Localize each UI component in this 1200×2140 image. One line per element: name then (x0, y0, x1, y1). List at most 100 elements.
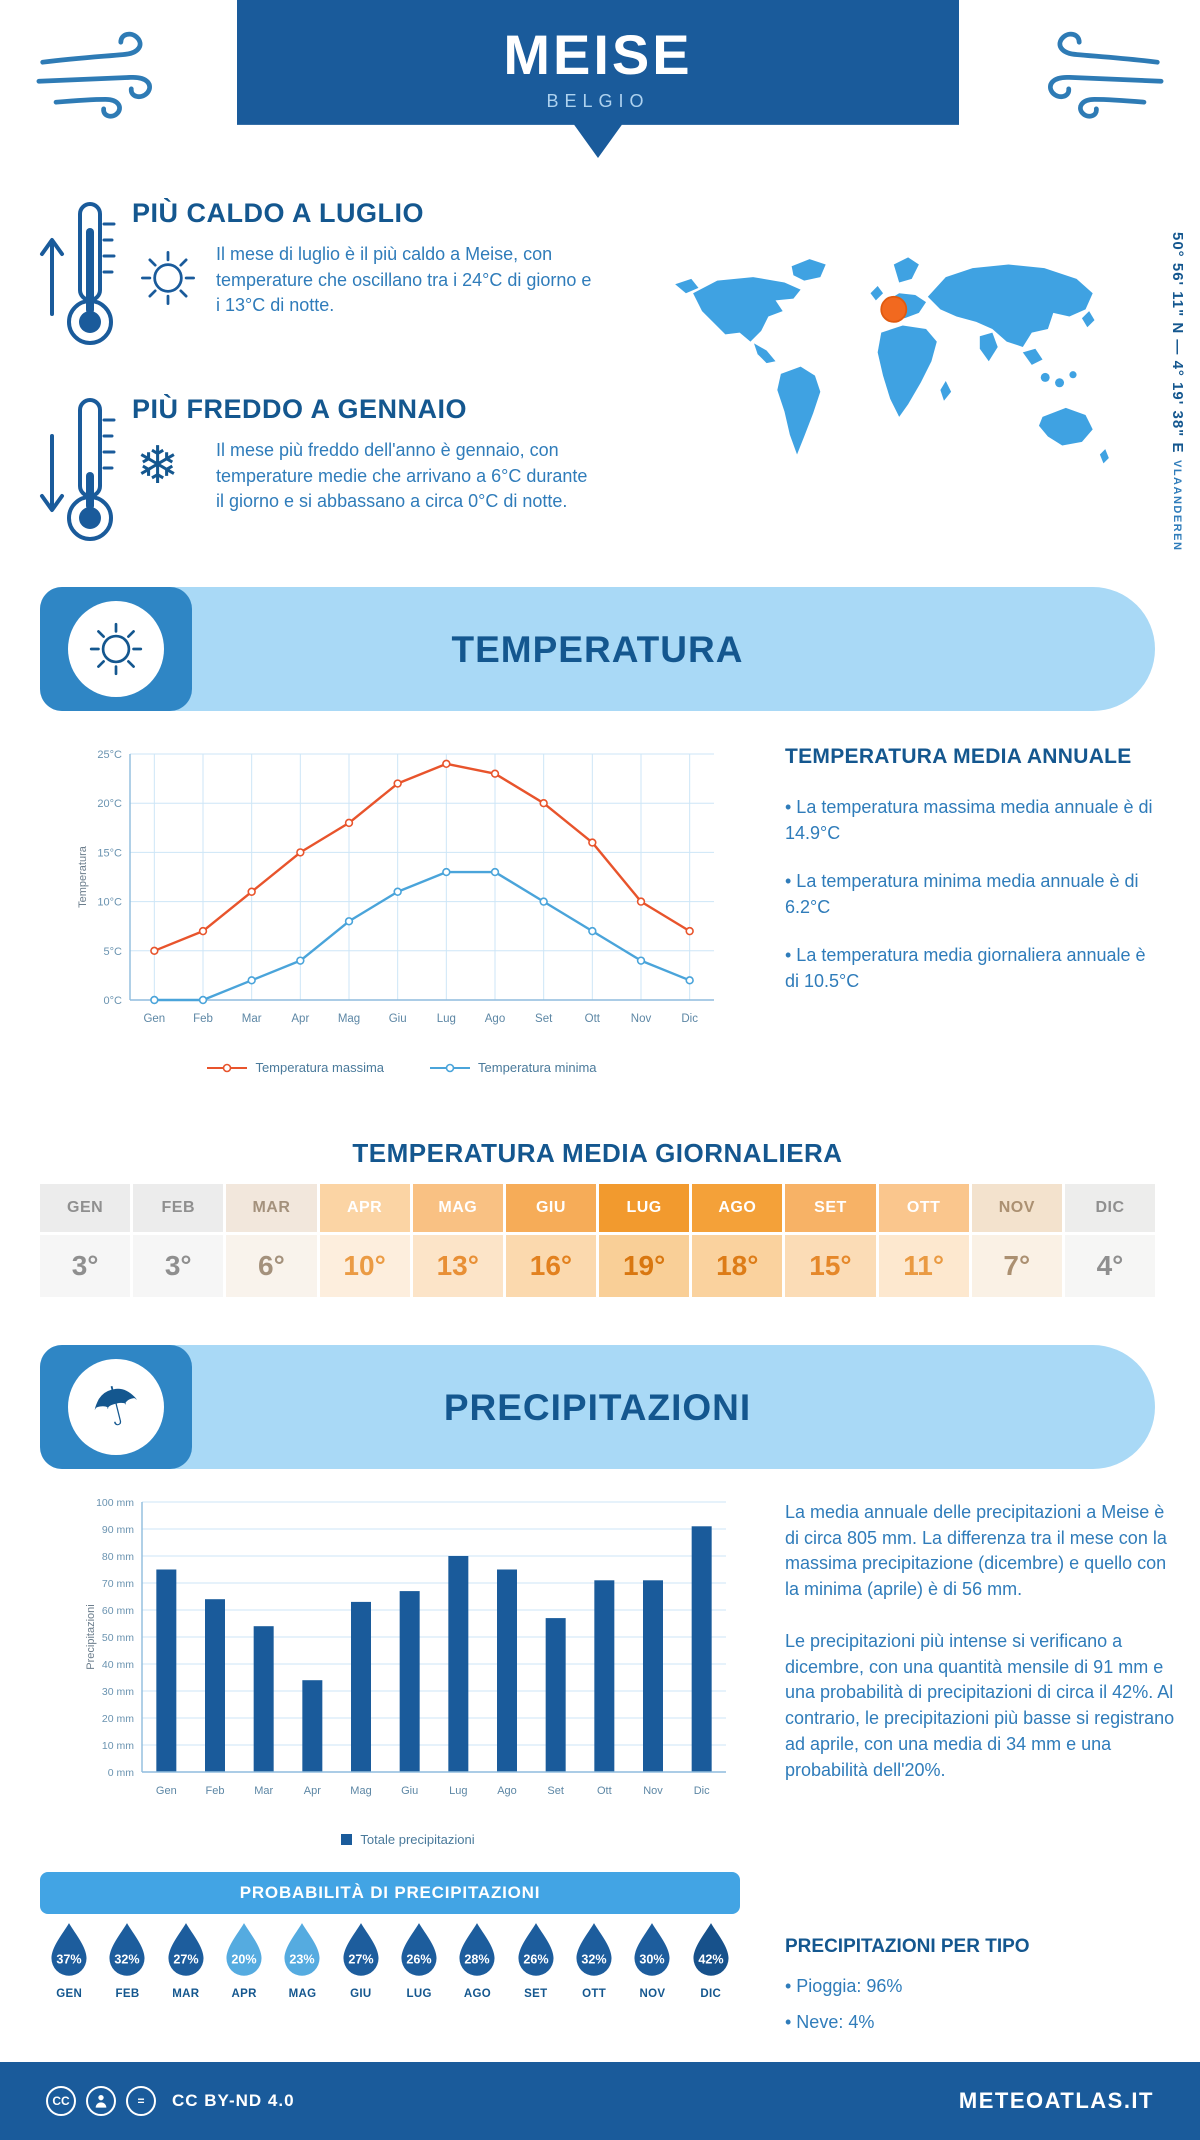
svg-text:20°C: 20°C (97, 798, 122, 810)
droplet-icon: 26% (401, 1923, 437, 1976)
footer: CC = CC BY-ND 4.0 METEOATLAS.IT (0, 2062, 1200, 2140)
svg-text:Apr: Apr (304, 1785, 321, 1797)
droplet-icon: 37% (51, 1923, 87, 1976)
bar-chart-legend: Totale precipitazioni (78, 1832, 738, 1847)
legend-item: Temperatura minima (430, 1060, 597, 1075)
page-title: MEISE (503, 23, 693, 86)
temp-value-cell: 3° (40, 1235, 131, 1297)
thermometer-warm-icon (38, 196, 124, 356)
temp-value-cell: 10° (319, 1235, 410, 1297)
droplet-icon: 20% (226, 1923, 262, 1976)
svg-text:0 mm: 0 mm (108, 1767, 135, 1779)
svg-text:Temperatura: Temperatura (77, 845, 89, 908)
month-header-cell: AGO (692, 1184, 783, 1232)
svg-text:Dic: Dic (681, 1013, 698, 1025)
daily-temp-column: GEN 3° (40, 1184, 131, 1297)
line-chart-legend: Temperatura massima Temperatura minima (72, 1060, 732, 1075)
legend-item: Totale precipitazioni (341, 1832, 475, 1847)
temp-value-cell: 11° (878, 1235, 969, 1297)
temp-value-cell: 6° (226, 1235, 317, 1297)
month-header-cell: LUG (599, 1184, 690, 1232)
daily-temperature-title: TEMPERATURA MEDIA GIORNALIERA (352, 1138, 843, 1168)
svg-text:Mag: Mag (338, 1013, 360, 1025)
bullet-item: • La temperatura massima media annuale è… (785, 797, 1153, 843)
precip-probability-drop: 32% FEB (98, 1922, 156, 2000)
svg-text:26%: 26% (523, 1953, 548, 1967)
temp-value-cell: 7° (971, 1235, 1062, 1297)
sun-icon (136, 246, 200, 310)
warm-section-text: Il mese di luglio è il più caldo a Meise… (216, 244, 592, 316)
svg-text:Nov: Nov (643, 1785, 663, 1797)
coordinates: 50° 56' 11" N — 4° 19' 38" E VLAANDEREN (1168, 232, 1186, 562)
droplet-icon: 26% (518, 1923, 554, 1976)
temp-value-cell: 18° (692, 1235, 783, 1297)
svg-text:37%: 37% (57, 1953, 82, 1967)
svg-text:Giu: Giu (389, 1013, 407, 1025)
svg-text:20%: 20% (232, 1953, 257, 1967)
world-map (668, 222, 1116, 540)
droplet-icon: 27% (343, 1923, 379, 1976)
bullet-item: • La temperatura minima media annuale è … (785, 871, 1139, 917)
droplet-icon: 27% (168, 1923, 204, 1976)
daily-temperature-table: GEN 3° FEB 3° MAR 6° APR 10° MAG 13° GIU 16° LUG 19° A… (40, 1184, 1156, 1297)
location-marker (880, 295, 908, 323)
drop-month-label: MAG (288, 1988, 317, 2000)
precipitation-banner: PRECIPITAZIONI ☂ (40, 1345, 1155, 1469)
month-header-cell: DIC (1064, 1184, 1156, 1232)
cold-section-text: Il mese più freddo dell'anno è gennaio, … (216, 440, 588, 512)
bullet-item: • Neve: 4% (785, 2011, 875, 2032)
brand-label: METEOATLAS.IT (958, 2088, 1154, 2113)
cc-icons: CC = (46, 2086, 156, 2116)
svg-text:Dic: Dic (694, 1785, 710, 1797)
daily-temp-column: APR 10° (319, 1184, 410, 1297)
precip-probability-drop: 42% DIC (682, 1922, 740, 2000)
precipitation-types: PRECIPITAZIONI PER TIPO • Pioggia: 96% • … (785, 1936, 1165, 2045)
svg-text:Mar: Mar (242, 1013, 262, 1025)
drop-month-label: NOV (639, 1988, 666, 2000)
svg-text:32%: 32% (115, 1953, 140, 1967)
precip-probability-drop: 32% OTT (565, 1922, 623, 2000)
droplet-icon: 23% (284, 1923, 321, 1976)
month-header-cell: FEB (133, 1184, 224, 1232)
month-header-cell: SET (785, 1184, 876, 1232)
daily-temp-column: NOV 7° (971, 1184, 1062, 1297)
svg-text:Mar: Mar (254, 1785, 273, 1797)
umbrella-icon: ☂ (68, 1359, 164, 1455)
month-header-cell: GIU (505, 1184, 597, 1232)
precip-probability-drop: 27% GIU (332, 1922, 390, 2000)
svg-text:10 mm: 10 mm (102, 1740, 134, 1752)
svg-text:27%: 27% (348, 1953, 373, 1967)
svg-text:26%: 26% (407, 1953, 432, 1967)
svg-text:Mag: Mag (350, 1785, 371, 1797)
probability-drops: 37% GEN 32% FEB 27% MAR 20% APR 23% MAG 27% GIU 26% L… (40, 1922, 740, 2000)
drop-month-label: GEN (56, 1988, 83, 2000)
thermometer-cold-icon (38, 392, 124, 552)
license-label: CC BY-ND 4.0 (172, 2091, 295, 2110)
temp-value-cell: 15° (785, 1235, 876, 1297)
svg-text:Lug: Lug (449, 1785, 467, 1797)
svg-text:23%: 23% (290, 1953, 315, 1967)
svg-text:50 mm: 50 mm (102, 1632, 134, 1644)
svg-text:Feb: Feb (206, 1785, 225, 1797)
svg-text:Ott: Ott (597, 1785, 612, 1797)
drop-month-label: FEB (115, 1988, 140, 2000)
cc-nd-icon: = (126, 2086, 156, 2116)
daily-temp-column: FEB 3° (133, 1184, 224, 1297)
temp-value-cell: 13° (412, 1235, 503, 1297)
precipitation-paragraph: La media annuale delle precipitazioni a … (785, 1502, 1167, 1600)
drop-month-label: MAR (172, 1988, 200, 2000)
droplet-icon: 32% (109, 1923, 146, 1976)
svg-text:Gen: Gen (156, 1785, 177, 1797)
drop-month-label: SET (524, 1988, 548, 2000)
sun-badge-icon (68, 601, 164, 697)
drop-month-label: LUG (406, 1988, 432, 2000)
svg-text:Set: Set (535, 1013, 553, 1025)
temp-value-cell: 19° (599, 1235, 690, 1297)
svg-text:5°C: 5°C (104, 946, 123, 958)
daily-temp-column: MAR 6° (226, 1184, 317, 1297)
temp-value-cell: 16° (505, 1235, 597, 1297)
svg-text:32%: 32% (582, 1953, 607, 1967)
temperature-line-chart: 0°C 5°C 10°C 15°C 20°C 25°C Gen Feb Mar Apr Mag Giu… (72, 742, 732, 1042)
probability-header: PROBABILITÀ DI PRECIPITAZIONI (40, 1872, 740, 1914)
cc-attribution-icon (86, 2086, 116, 2116)
